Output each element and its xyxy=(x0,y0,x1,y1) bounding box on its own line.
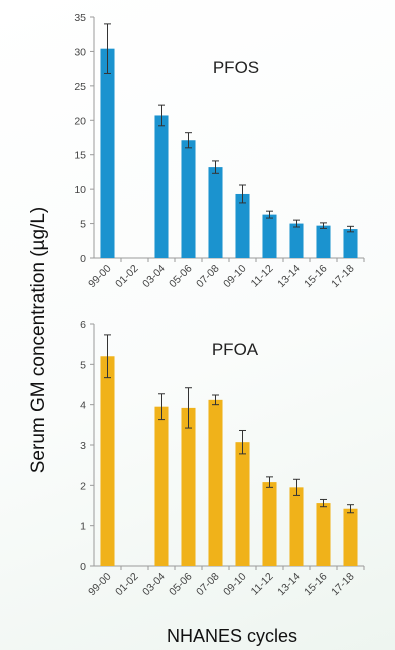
pfos-bar xyxy=(262,214,277,258)
pfos-x-tick-label: 03-04 xyxy=(140,263,168,291)
pfos-x-tick-label: 17-18 xyxy=(329,263,357,291)
pfos-bar xyxy=(181,140,196,258)
pfos-x-tick-label: 99-00 xyxy=(86,263,114,291)
pfoa-x-tick-label: 01-02 xyxy=(113,571,141,599)
pfoa-bar xyxy=(289,487,304,566)
pfos-x-tick-label: 01-02 xyxy=(113,263,141,291)
pfoa-chart-panel: PFOA 0 1 2 3 4 5 6 99-00 01-02 03-04 05-06 07-08 09-1… xyxy=(80,319,365,599)
pfoa-x-tick-label: 15-16 xyxy=(302,571,330,599)
pfoa-bar xyxy=(100,356,115,566)
pfos-bar xyxy=(100,48,115,258)
pfos-y-tick-label: 30 xyxy=(74,46,86,58)
pfoa-bar xyxy=(154,406,169,566)
pfos-bar xyxy=(289,223,304,258)
pfoa-x-tick-label: 03-04 xyxy=(140,571,168,599)
pfoa-y-tick-label: 0 xyxy=(80,561,86,573)
pfos-y-tick-label: 0 xyxy=(80,253,86,265)
pfoa-x-tick-label: 05-06 xyxy=(167,571,195,599)
pfoa-y-tick-label: 3 xyxy=(80,440,86,452)
pfos-bar xyxy=(235,193,250,258)
pfoa-y-tick-label: 2 xyxy=(80,480,86,492)
pfos-y-tick-label: 35 xyxy=(74,12,86,24)
pfoa-y-tick-label: 6 xyxy=(80,319,86,331)
pfos-x-tick-label: 11-12 xyxy=(249,263,276,290)
pfoa-chart-title: PFOA xyxy=(212,340,259,359)
pfos-x-tick-label: 15-16 xyxy=(302,263,330,291)
pfos-y-tick-label: 25 xyxy=(74,81,86,93)
pfos-y-tick-label: 10 xyxy=(74,184,86,196)
pfoa-x-tick-label: 09-10 xyxy=(221,571,249,599)
pfos-bar xyxy=(316,225,331,258)
pfoa-y-tick-label: 4 xyxy=(80,400,86,412)
pfoa-bar xyxy=(262,482,277,566)
pfos-x-tick-label: 07-08 xyxy=(194,263,222,291)
pfoa-x-tick-label: 11-12 xyxy=(249,571,276,598)
pfos-bar xyxy=(154,115,169,258)
pfoa-bar xyxy=(316,503,331,566)
pfos-x-tick-label: 05-06 xyxy=(167,263,195,291)
pfoa-bar xyxy=(235,442,250,566)
pfoa-y-tick-label: 5 xyxy=(80,359,86,371)
pfoa-x-tick-label: 99-00 xyxy=(86,571,114,599)
pfos-bar xyxy=(208,167,223,258)
pfoa-bar xyxy=(208,399,223,566)
pfos-bar xyxy=(343,229,358,258)
pfoa-x-tick-label: 07-08 xyxy=(194,571,222,599)
pfoa-x-tick-label: 13-14 xyxy=(275,571,303,599)
pfoa-bar xyxy=(181,407,196,566)
pfoa-y-tick-label: 1 xyxy=(80,521,86,533)
pfos-chart-panel: PFOS 0 5 10 15 20 25 30 35 99-00 01-02 03-04 05-06 07… xyxy=(74,12,365,291)
x-axis-label: NHANES cycles xyxy=(167,626,297,646)
pfos-y-tick-label: 15 xyxy=(74,150,86,162)
pfos-y-tick-label: 20 xyxy=(74,115,86,127)
pfoa-x-tick-label: 17-18 xyxy=(329,571,357,599)
pfos-x-tick-label: 13-14 xyxy=(275,263,303,291)
pfos-y-tick-label: 5 xyxy=(80,219,86,231)
y-axis-label: Serum GM concentration (µg/L) xyxy=(28,207,49,474)
pfoa-bar xyxy=(343,508,358,566)
pfos-chart-title: PFOS xyxy=(213,58,259,77)
pfos-x-tick-label: 09-10 xyxy=(221,263,249,291)
